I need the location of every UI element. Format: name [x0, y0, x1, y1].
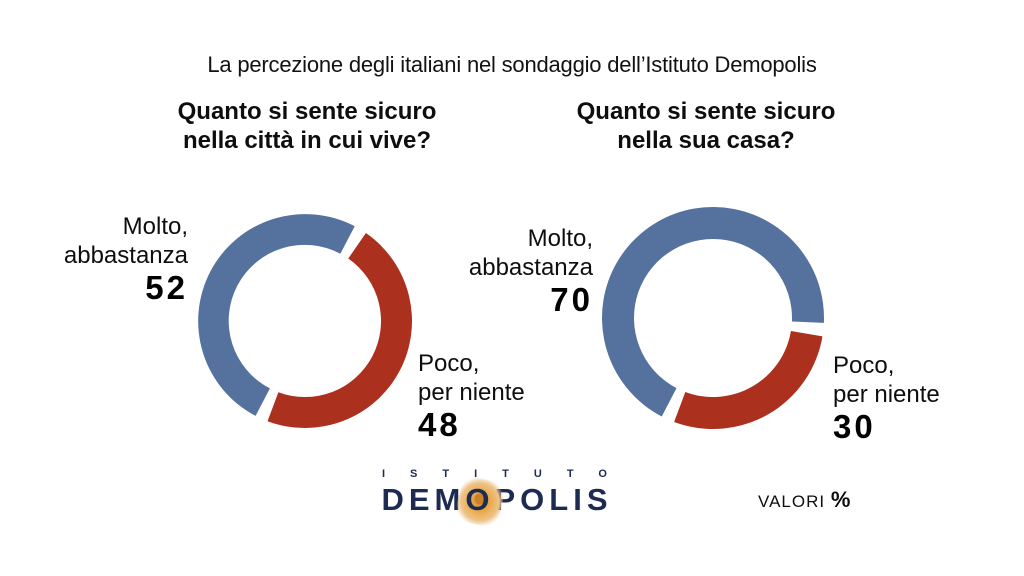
label-home-poco-per-niente: Poco, per niente 30 — [833, 351, 940, 445]
values-unit-note: VALORI % — [758, 487, 850, 513]
value-home-poco-per-niente: 30 — [833, 408, 876, 445]
donut-segment-home-molto-abbastanza — [601, 206, 824, 417]
logo-demopolis-o: O — [465, 482, 495, 517]
label-line: abbastanza — [63, 242, 188, 269]
value-home-molto-abbastanza: 70 — [550, 281, 593, 318]
donut-chart-city — [198, 214, 412, 428]
label-line: per niente — [833, 381, 940, 408]
value-city-molto-abbastanza: 52 — [145, 269, 188, 306]
label-city-molto-abbastanza: Molto, abbastanza 52 — [63, 212, 188, 306]
logo-demopolis-text: DEM OPOLIS — [370, 474, 624, 530]
label-home-molto-abbastanza: Molto, abbastanza 70 — [468, 224, 593, 318]
chart-title-city: Quanto si sente sicuro nella città in cu… — [97, 97, 517, 155]
chart-title-city-line2: nella città in cui vive? — [182, 127, 432, 154]
valori-label: VALORI — [758, 492, 826, 511]
demopolis-logo: ISTITUTO DEM OPOLIS — [370, 468, 632, 530]
donut-chart-home — [601, 206, 824, 429]
logo-demopolis-post: POLIS — [494, 482, 613, 517]
donut-segment-home-poco-per-niente — [674, 331, 823, 429]
logo-o-mark: O — [453, 474, 507, 530]
label-line: abbastanza — [468, 254, 593, 281]
chart-title-city-line1: Quanto si sente sicuro — [177, 98, 437, 125]
donut-segment-city-poco-per-niente — [267, 233, 412, 428]
donut-segment-city-molto-abbastanza — [198, 214, 355, 416]
label-line: Molto, — [527, 225, 593, 252]
logo-demopolis-pre: DEM — [381, 482, 466, 517]
value-city-poco-per-niente: 48 — [418, 406, 461, 443]
chart-title-home-line1: Quanto si sente sicuro — [576, 98, 836, 125]
chart-title-home: Quanto si sente sicuro nella sua casa? — [496, 97, 916, 155]
percent-symbol: % — [830, 487, 851, 512]
page-title: La percezione degli italiani nel sondagg… — [207, 52, 817, 77]
label-line: Poco, — [418, 350, 480, 377]
label-line: Poco, — [833, 352, 895, 379]
label-line: Molto, — [122, 213, 188, 240]
logo-istituto-text: ISTITUTO — [382, 468, 632, 480]
chart-title-home-line2: nella sua casa? — [617, 127, 795, 154]
label-line: per niente — [418, 379, 525, 406]
orange-hub-icon — [474, 493, 486, 505]
label-city-poco-per-niente: Poco, per niente 48 — [418, 349, 525, 443]
